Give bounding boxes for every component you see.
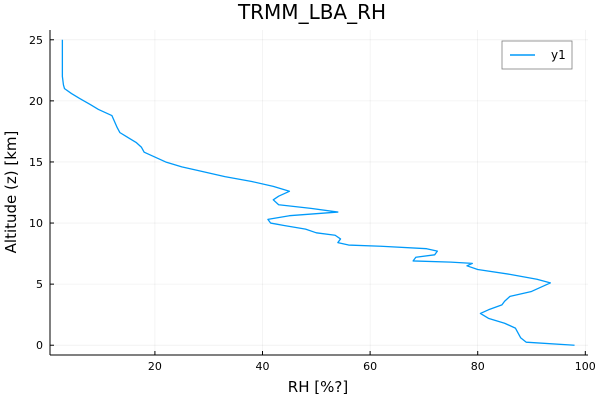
y-axis-label: Altitude (z) [km] [2,131,20,254]
chart-title: TRMM_LBA_RH [237,0,386,24]
x-tick-label: 80 [471,360,485,373]
grid [50,30,588,355]
y-tick-label: 0 [36,339,43,352]
legend: y1 [501,40,573,70]
series-line-y1 [61,39,575,346]
y-tick-label: 25 [29,34,43,47]
x-tick-label: 20 [148,360,162,373]
series [61,39,575,346]
x-axis-ticks: 20 40 60 80 100 [148,351,596,373]
legend-label-y1: y1 [551,48,566,62]
y-axis-ticks: 0 5 10 15 20 25 [29,34,54,352]
y-tick-label: 10 [29,217,43,230]
y-tick-label: 20 [29,95,43,108]
x-tick-label: 60 [363,360,377,373]
x-axis-label: RH [%?] [288,378,348,396]
x-tick-label: 100 [575,360,596,373]
y-tick-label: 15 [29,156,43,169]
x-tick-label: 40 [256,360,270,373]
axes [49,30,588,356]
y-tick-label: 5 [36,278,43,291]
